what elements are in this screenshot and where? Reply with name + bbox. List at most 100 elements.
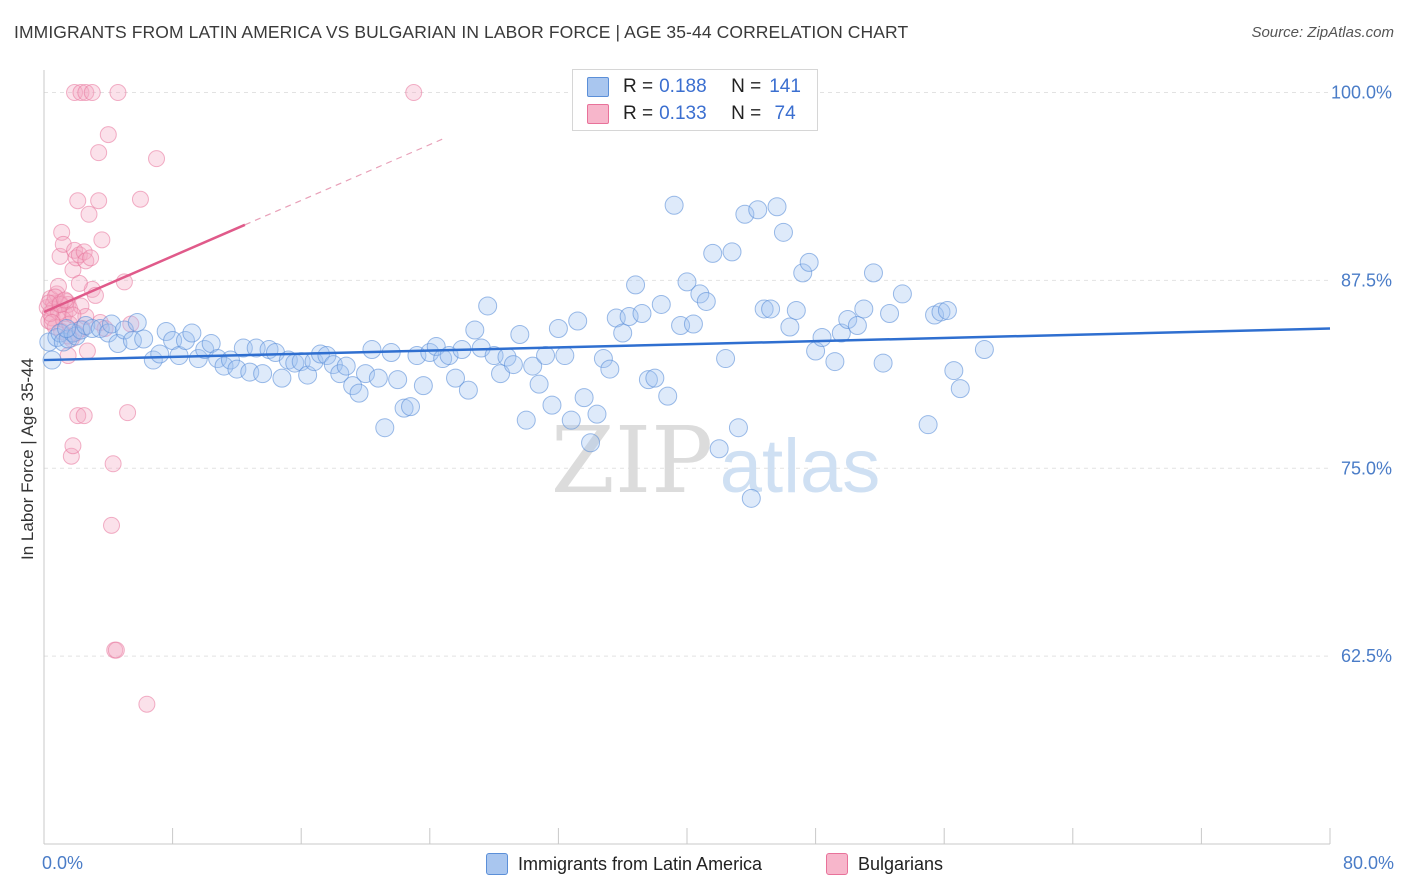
point-latin-america	[619, 306, 639, 326]
legend-swatch-pink	[826, 853, 848, 875]
y-tick-label: 62.5%	[1341, 646, 1392, 666]
point-latin-america	[799, 252, 819, 272]
point-latin-america	[542, 395, 562, 415]
point-latin-america	[677, 272, 697, 292]
legend-item-bulgarians[interactable]: Bulgarians	[826, 853, 943, 875]
point-latin-america	[536, 346, 556, 366]
point-latin-america	[645, 368, 665, 388]
point-latin-america	[854, 299, 874, 319]
point-latin-america	[336, 356, 356, 376]
point-latin-america	[102, 314, 122, 334]
point-latin-america	[613, 323, 633, 343]
point-latin-america	[709, 439, 729, 459]
point-latin-america	[413, 376, 433, 396]
point-latin-america	[741, 488, 761, 508]
trend-line-bulgarians	[43, 223, 246, 314]
y-tick-labels: 62.5% 75.0% 87.5% 100.0%	[1331, 83, 1392, 667]
point-latin-america	[825, 352, 845, 372]
watermark-atlas: atlas	[720, 424, 881, 509]
x-tick-min: 0.0%	[42, 853, 84, 873]
point-latin-america	[944, 361, 964, 381]
point-latin-america	[57, 319, 77, 339]
point-bulgarian	[119, 404, 137, 422]
point-latin-america	[182, 323, 202, 343]
point-bulgarian	[77, 252, 95, 270]
point-latin-america	[716, 349, 736, 369]
point-latin-america	[974, 340, 994, 360]
point-bulgarian	[69, 192, 87, 210]
point-latin-america	[880, 303, 900, 323]
legend-n-value: 74	[769, 103, 796, 124]
point-latin-america	[529, 374, 549, 394]
point-bulgarian	[109, 84, 127, 102]
bottom-legend: Immigrants from Latin America Bulgarians	[0, 853, 1406, 877]
point-latin-america	[735, 204, 755, 224]
point-bulgarian	[77, 84, 95, 102]
legend-swatch-blue	[587, 77, 609, 97]
point-bulgarian	[99, 126, 117, 144]
point-latin-america	[272, 368, 292, 388]
legend-label: Bulgarians	[858, 853, 944, 874]
point-bulgarian	[64, 306, 82, 324]
point-latin-america	[658, 386, 678, 406]
source-label: Source: ZipAtlas.com	[1251, 24, 1394, 41]
point-latin-america	[767, 197, 787, 217]
point-latin-america	[458, 380, 478, 400]
point-latin-america	[696, 291, 716, 311]
point-latin-america	[175, 331, 195, 351]
point-latin-america	[349, 383, 369, 403]
point-latin-america	[780, 317, 800, 337]
legend-r-label: R =	[623, 103, 654, 124]
point-latin-america	[722, 242, 742, 262]
point-latin-america	[683, 314, 703, 334]
point-bulgarian	[69, 407, 87, 425]
stats-legend: R = 0.188 N = 141 R = 0.133 N = 74	[572, 69, 818, 131]
point-latin-america	[690, 284, 710, 304]
legend-swatch-pink	[587, 104, 609, 124]
point-latin-america	[253, 364, 273, 384]
point-latin-america	[465, 320, 485, 340]
point-bulgarian	[70, 274, 88, 292]
point-latin-america	[375, 418, 395, 438]
legend-r-value: 0.188	[659, 76, 707, 97]
legend-n-label: N =	[731, 76, 762, 97]
point-latin-america	[587, 404, 607, 424]
point-latin-america	[703, 243, 723, 263]
point-latin-america	[134, 329, 154, 349]
point-latin-america	[761, 299, 781, 319]
legend-item-latin-america[interactable]: Immigrants from Latin America	[486, 853, 762, 875]
watermark: ZIP atlas	[551, 407, 880, 514]
point-latin-america	[593, 349, 613, 369]
point-latin-america	[401, 397, 421, 417]
point-latin-america	[523, 356, 543, 376]
point-latin-america	[394, 398, 414, 418]
point-latin-america	[863, 263, 883, 283]
point-latin-america	[632, 303, 652, 323]
point-latin-america	[651, 294, 671, 314]
point-latin-america	[368, 368, 388, 388]
legend-row-latin-america: R = 0.188 N = 141	[587, 75, 801, 99]
x-tick-max: 80.0%	[1342, 853, 1394, 873]
point-latin-america	[356, 364, 375, 384]
point-bulgarian	[62, 447, 80, 465]
point-bulgarian	[70, 246, 88, 264]
legend-r-label: R =	[623, 76, 654, 97]
point-latin-america	[150, 344, 170, 364]
point-latin-america	[773, 222, 793, 242]
point-latin-america	[82, 319, 102, 339]
point-latin-america	[568, 311, 588, 331]
point-latin-america	[561, 410, 581, 430]
point-latin-america	[838, 309, 858, 329]
point-bulgarian	[131, 190, 149, 208]
point-latin-america	[793, 263, 813, 283]
point-latin-america	[388, 370, 408, 390]
y-tick-label: 100.0%	[1331, 83, 1392, 103]
point-latin-america	[873, 353, 893, 373]
point-latin-america	[847, 315, 867, 335]
legend-label: Immigrants from Latin America	[518, 853, 763, 874]
point-bulgarian	[75, 407, 93, 425]
point-latin-america	[728, 418, 748, 438]
point-latin-america	[574, 388, 594, 408]
trend-line-latin-america	[43, 327, 1331, 362]
point-bulgarian	[90, 144, 108, 162]
